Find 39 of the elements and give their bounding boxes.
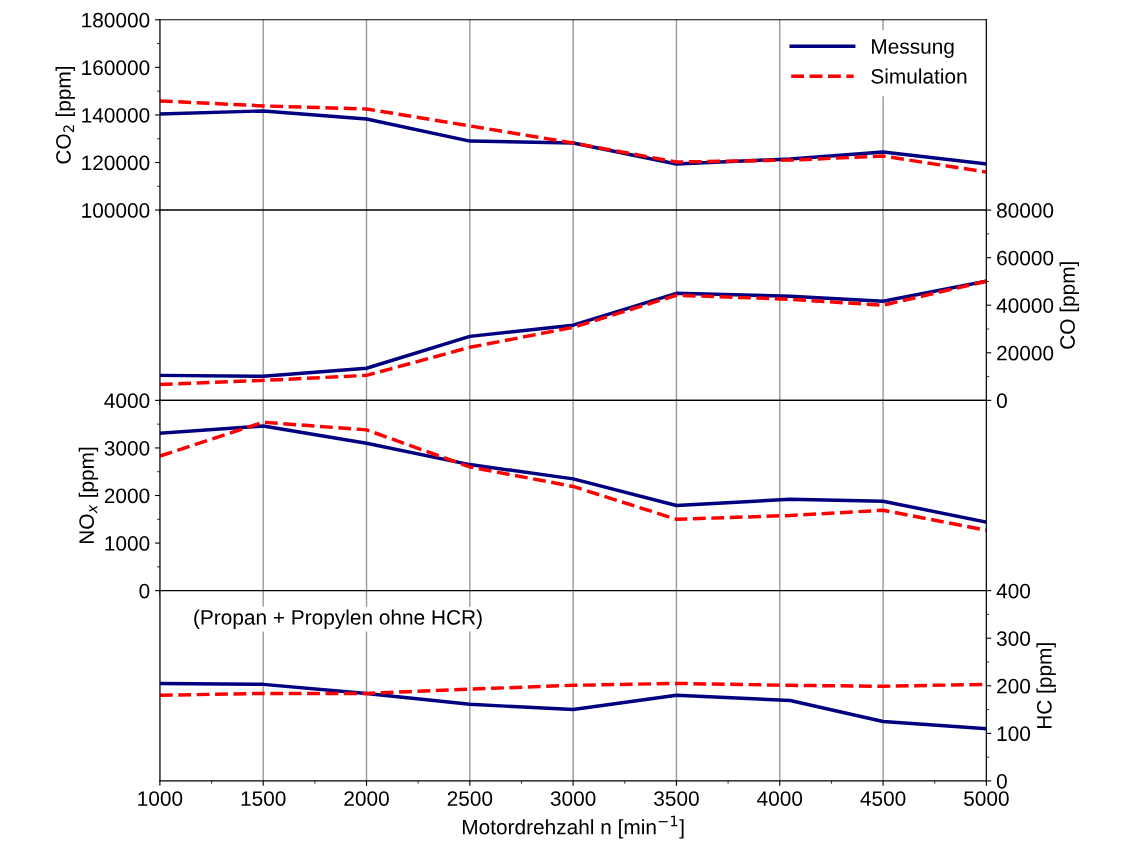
y-tick-label: 100000 xyxy=(82,203,150,218)
y2-tick-label: 40000 xyxy=(996,298,1054,313)
y2-tick-label: 400 xyxy=(996,583,1031,599)
x-tick-label: 5000 xyxy=(964,791,1009,806)
x-tick-label: 1500 xyxy=(241,791,286,806)
y2-axis-title: CO [ppm] xyxy=(1059,262,1079,349)
annotation: (Propan + Propylen ohne HCR) xyxy=(194,609,482,629)
x-axis-title: Motordrehzahl n [min$^{−1}$] xyxy=(462,815,684,839)
x-tick-label: 1000 xyxy=(138,791,183,806)
y-axis-title: NO$_{x}$ [ppm] xyxy=(78,447,99,544)
x-tick-label: 2500 xyxy=(447,791,493,806)
y-tick-label: 140000 xyxy=(82,107,150,123)
x-tick-label: 2000 xyxy=(344,791,389,806)
y-tick-label: 160000 xyxy=(82,60,150,76)
x-tick-label: 3500 xyxy=(654,791,699,806)
x-tick-label: 4500 xyxy=(860,791,906,806)
y-tick-label: 2000 xyxy=(104,488,150,504)
y2-tick-label: 80000 xyxy=(997,203,1054,218)
legend-label: Simulation xyxy=(871,68,967,84)
y-tick-label: 120000 xyxy=(82,155,150,171)
y2-tick-label: 0 xyxy=(996,773,1007,789)
y-tick-label: 1000 xyxy=(105,536,150,551)
y2-tick-label: 20000 xyxy=(997,345,1054,361)
y2-tick-label: 100 xyxy=(997,726,1031,742)
legend-label: Messung xyxy=(872,39,954,58)
line-series xyxy=(159,99,987,174)
y-axis-title: CO$_{2}$ [ppm] xyxy=(55,66,75,164)
y-tick-label: 3000 xyxy=(104,440,150,456)
y2-tick-label: 0 xyxy=(996,393,1007,409)
x-tick-label: 4000 xyxy=(757,791,803,806)
x-tick-label: 3000 xyxy=(550,791,596,806)
y2-axis-title: HC [ppm] xyxy=(1036,643,1056,729)
y2-tick-label: 60000 xyxy=(997,250,1054,266)
y-tick-label: 0 xyxy=(139,583,150,599)
y2-tick-label: 300 xyxy=(996,631,1031,646)
line-series xyxy=(159,681,987,731)
y-tick-label: 4000 xyxy=(104,393,150,409)
y2-tick-label: 200 xyxy=(997,678,1031,694)
y-tick-label: 180000 xyxy=(82,12,150,28)
